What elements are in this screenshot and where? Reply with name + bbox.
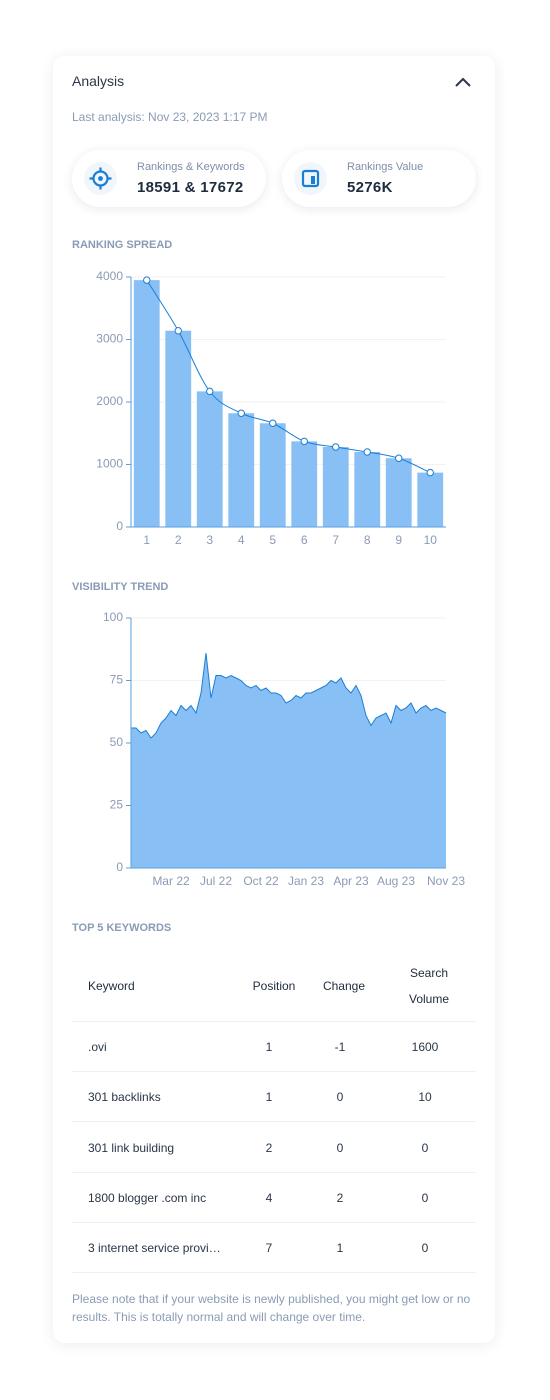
- table-cell: 10: [418, 1090, 432, 1105]
- y-tick-label: 2000: [96, 394, 123, 408]
- trend-point: [426, 468, 434, 477]
- table-cell: 301 backlinks: [88, 1090, 161, 1105]
- trend-point: [300, 437, 308, 446]
- row-divider: [72, 1121, 476, 1123]
- table-cell: 2: [265, 1140, 273, 1155]
- bar: [417, 472, 444, 527]
- table-cell: 3 internet service provi…: [88, 1241, 221, 1256]
- trend-point: [395, 454, 403, 462]
- table-cell: 7: [265, 1241, 273, 1256]
- area-line: [131, 652, 447, 739]
- x-tick-label: 9: [395, 533, 402, 547]
- bar: [228, 413, 255, 527]
- table-cell: 0: [336, 1090, 344, 1105]
- table-cell: 1800 blogger .com inc: [88, 1190, 207, 1205]
- trend-point: [269, 419, 277, 427]
- x-tick-label: 4: [238, 533, 245, 547]
- x-tick-label: 3: [206, 533, 213, 547]
- x-tick-label: Apr 23: [333, 874, 369, 888]
- bar: [322, 447, 349, 527]
- stat-card: Rankings & Keywords 18591 & 17672: [72, 150, 266, 207]
- chart-title: VISIBILITY TREND: [72, 581, 168, 593]
- x-tick-label: 10: [424, 533, 438, 547]
- x-tick-label: 5: [269, 533, 276, 547]
- area: [131, 653, 446, 868]
- y-tick-label: 0: [116, 860, 123, 874]
- y-tick-label: 4000: [96, 269, 123, 283]
- table-cell: 1: [265, 1040, 273, 1054]
- bar: [259, 423, 286, 527]
- y-tick-label: 0: [116, 519, 123, 533]
- x-tick-label: 8: [364, 533, 371, 547]
- table-cell: 1: [336, 1241, 344, 1256]
- y-tick-label: 75: [110, 673, 124, 687]
- x-tick-label: Oct 22: [243, 874, 279, 888]
- row-divider: [72, 1221, 476, 1223]
- card-title: Analysis: [72, 73, 125, 89]
- bar: [165, 330, 192, 527]
- table-cell: 1600: [411, 1040, 439, 1054]
- column-header: Search Volume: [408, 966, 450, 1006]
- trend-point: [332, 443, 340, 451]
- column-header: Change: [322, 979, 366, 993]
- stat-card: Rankings Value 5276K: [282, 150, 476, 207]
- table-cell: 4: [265, 1190, 273, 1205]
- trend-point: [143, 276, 151, 284]
- row-divider: [72, 1272, 476, 1274]
- row-divider: [72, 1071, 476, 1072]
- trend-line: [146, 279, 431, 474]
- x-tick-label: Mar 22: [152, 874, 190, 888]
- column-header: Position: [252, 979, 296, 993]
- x-tick-label: 6: [301, 533, 308, 547]
- chart-title: RANKING SPREAD: [72, 239, 172, 251]
- stat-label: Rankings Value: [347, 161, 424, 173]
- table-cell: 0: [421, 1241, 429, 1256]
- x-tick-label: Aug 23: [377, 874, 415, 888]
- table-cell: 0: [421, 1190, 429, 1205]
- table-cell: 2: [336, 1190, 344, 1205]
- x-tick-label: 2: [175, 533, 182, 547]
- table-cell: -1: [334, 1040, 346, 1054]
- bar: [354, 452, 381, 527]
- x-tick-label: 7: [332, 533, 339, 547]
- table-title: TOP 5 KEYWORDS: [72, 922, 172, 934]
- y-tick-label: 3000: [96, 332, 123, 346]
- x-tick-label: Jan 23: [288, 874, 324, 888]
- stat-value: 18591 & 17672: [137, 179, 244, 196]
- trend-point: [206, 387, 214, 396]
- table-cell: 0: [336, 1140, 344, 1155]
- x-tick-label: Nov 23: [427, 874, 465, 888]
- row-divider: [72, 1021, 476, 1022]
- note: Please note that if your website is newl…: [72, 1292, 471, 1324]
- bar: [133, 280, 160, 527]
- stat-icon: [294, 162, 327, 195]
- column-header: Keyword: [88, 979, 135, 993]
- y-tick-label: 100: [103, 610, 123, 624]
- x-tick-label: 1: [143, 533, 150, 547]
- trend-point: [237, 409, 245, 417]
- trend-point: [363, 448, 371, 456]
- stat-value: 5276K: [347, 179, 393, 196]
- trend-point: [174, 327, 182, 335]
- stat-label: Rankings & Keywords: [137, 161, 245, 173]
- table-cell: .ovi: [88, 1040, 107, 1054]
- bar: [196, 391, 223, 527]
- collapse-button[interactable]: [454, 76, 472, 88]
- x-tick-label: Jul 22: [200, 874, 232, 888]
- bar: [385, 458, 412, 527]
- row-divider: [72, 1171, 476, 1173]
- last-analysis: Last analysis: Nov 23, 2023 1:17 PM: [72, 110, 268, 124]
- y-tick-label: 50: [110, 735, 124, 749]
- stat-icon: [84, 162, 117, 195]
- y-tick-label: 25: [110, 798, 124, 812]
- table-cell: 1: [265, 1090, 273, 1105]
- table-cell: 0: [421, 1140, 429, 1155]
- y-tick-label: 1000: [96, 457, 123, 471]
- bar: [291, 441, 318, 527]
- table-cell: 301 link building: [88, 1140, 175, 1155]
